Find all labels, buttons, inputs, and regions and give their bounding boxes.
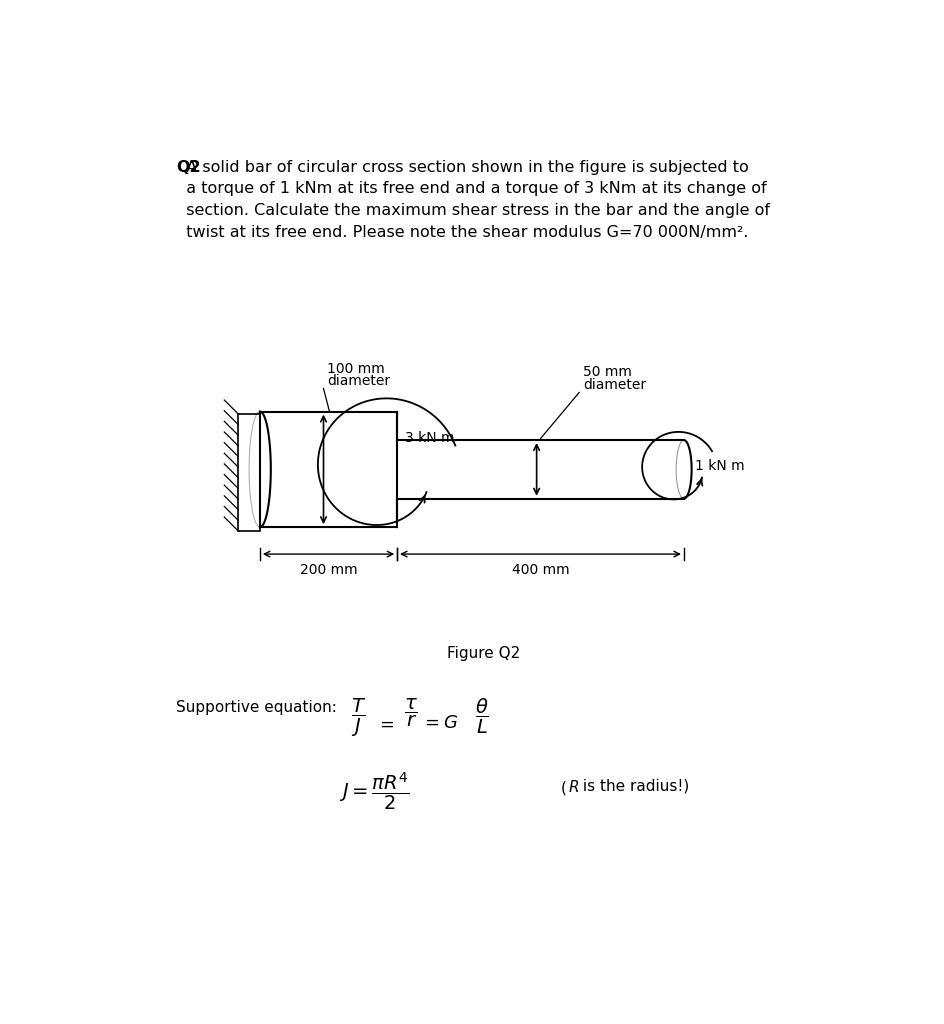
Text: 400 mm: 400 mm [511, 563, 568, 578]
Text: $\dfrac{T}{J}$: $\dfrac{T}{J}$ [350, 696, 365, 738]
Text: $R$: $R$ [567, 779, 578, 795]
Bar [238, 414, 260, 531]
Text: 1 kN m: 1 kN m [695, 459, 744, 472]
Text: $=$: $=$ [376, 715, 395, 732]
Text: $($: $($ [559, 779, 566, 797]
Text: $J = \dfrac{\pi R^{4}}{2}$: $J = \dfrac{\pi R^{4}}{2}$ [338, 770, 409, 812]
Text: diameter: diameter [327, 374, 390, 388]
Text: $\dfrac{\tau}{r}$: $\dfrac{\tau}{r}$ [404, 696, 417, 729]
Text: A solid bar of circular cross section shown in the figure is subjected to
  a to: A solid bar of circular cross section sh… [177, 160, 769, 240]
Text: is the radius!): is the radius!) [578, 779, 689, 794]
Text: 200 mm: 200 mm [299, 563, 357, 578]
Text: $\dfrac{\theta}{L}$: $\dfrac{\theta}{L}$ [475, 696, 489, 735]
Text: Supportive equation:: Supportive equation: [177, 700, 337, 716]
Text: diameter: diameter [582, 378, 646, 392]
Text: Q2: Q2 [177, 160, 201, 175]
Text: Figure Q2: Figure Q2 [447, 646, 520, 662]
Text: $= G$: $= G$ [421, 715, 458, 732]
Text: 100 mm: 100 mm [327, 361, 385, 376]
Text: 3 kN m: 3 kN m [404, 431, 454, 444]
Text: 50 mm: 50 mm [582, 366, 632, 380]
